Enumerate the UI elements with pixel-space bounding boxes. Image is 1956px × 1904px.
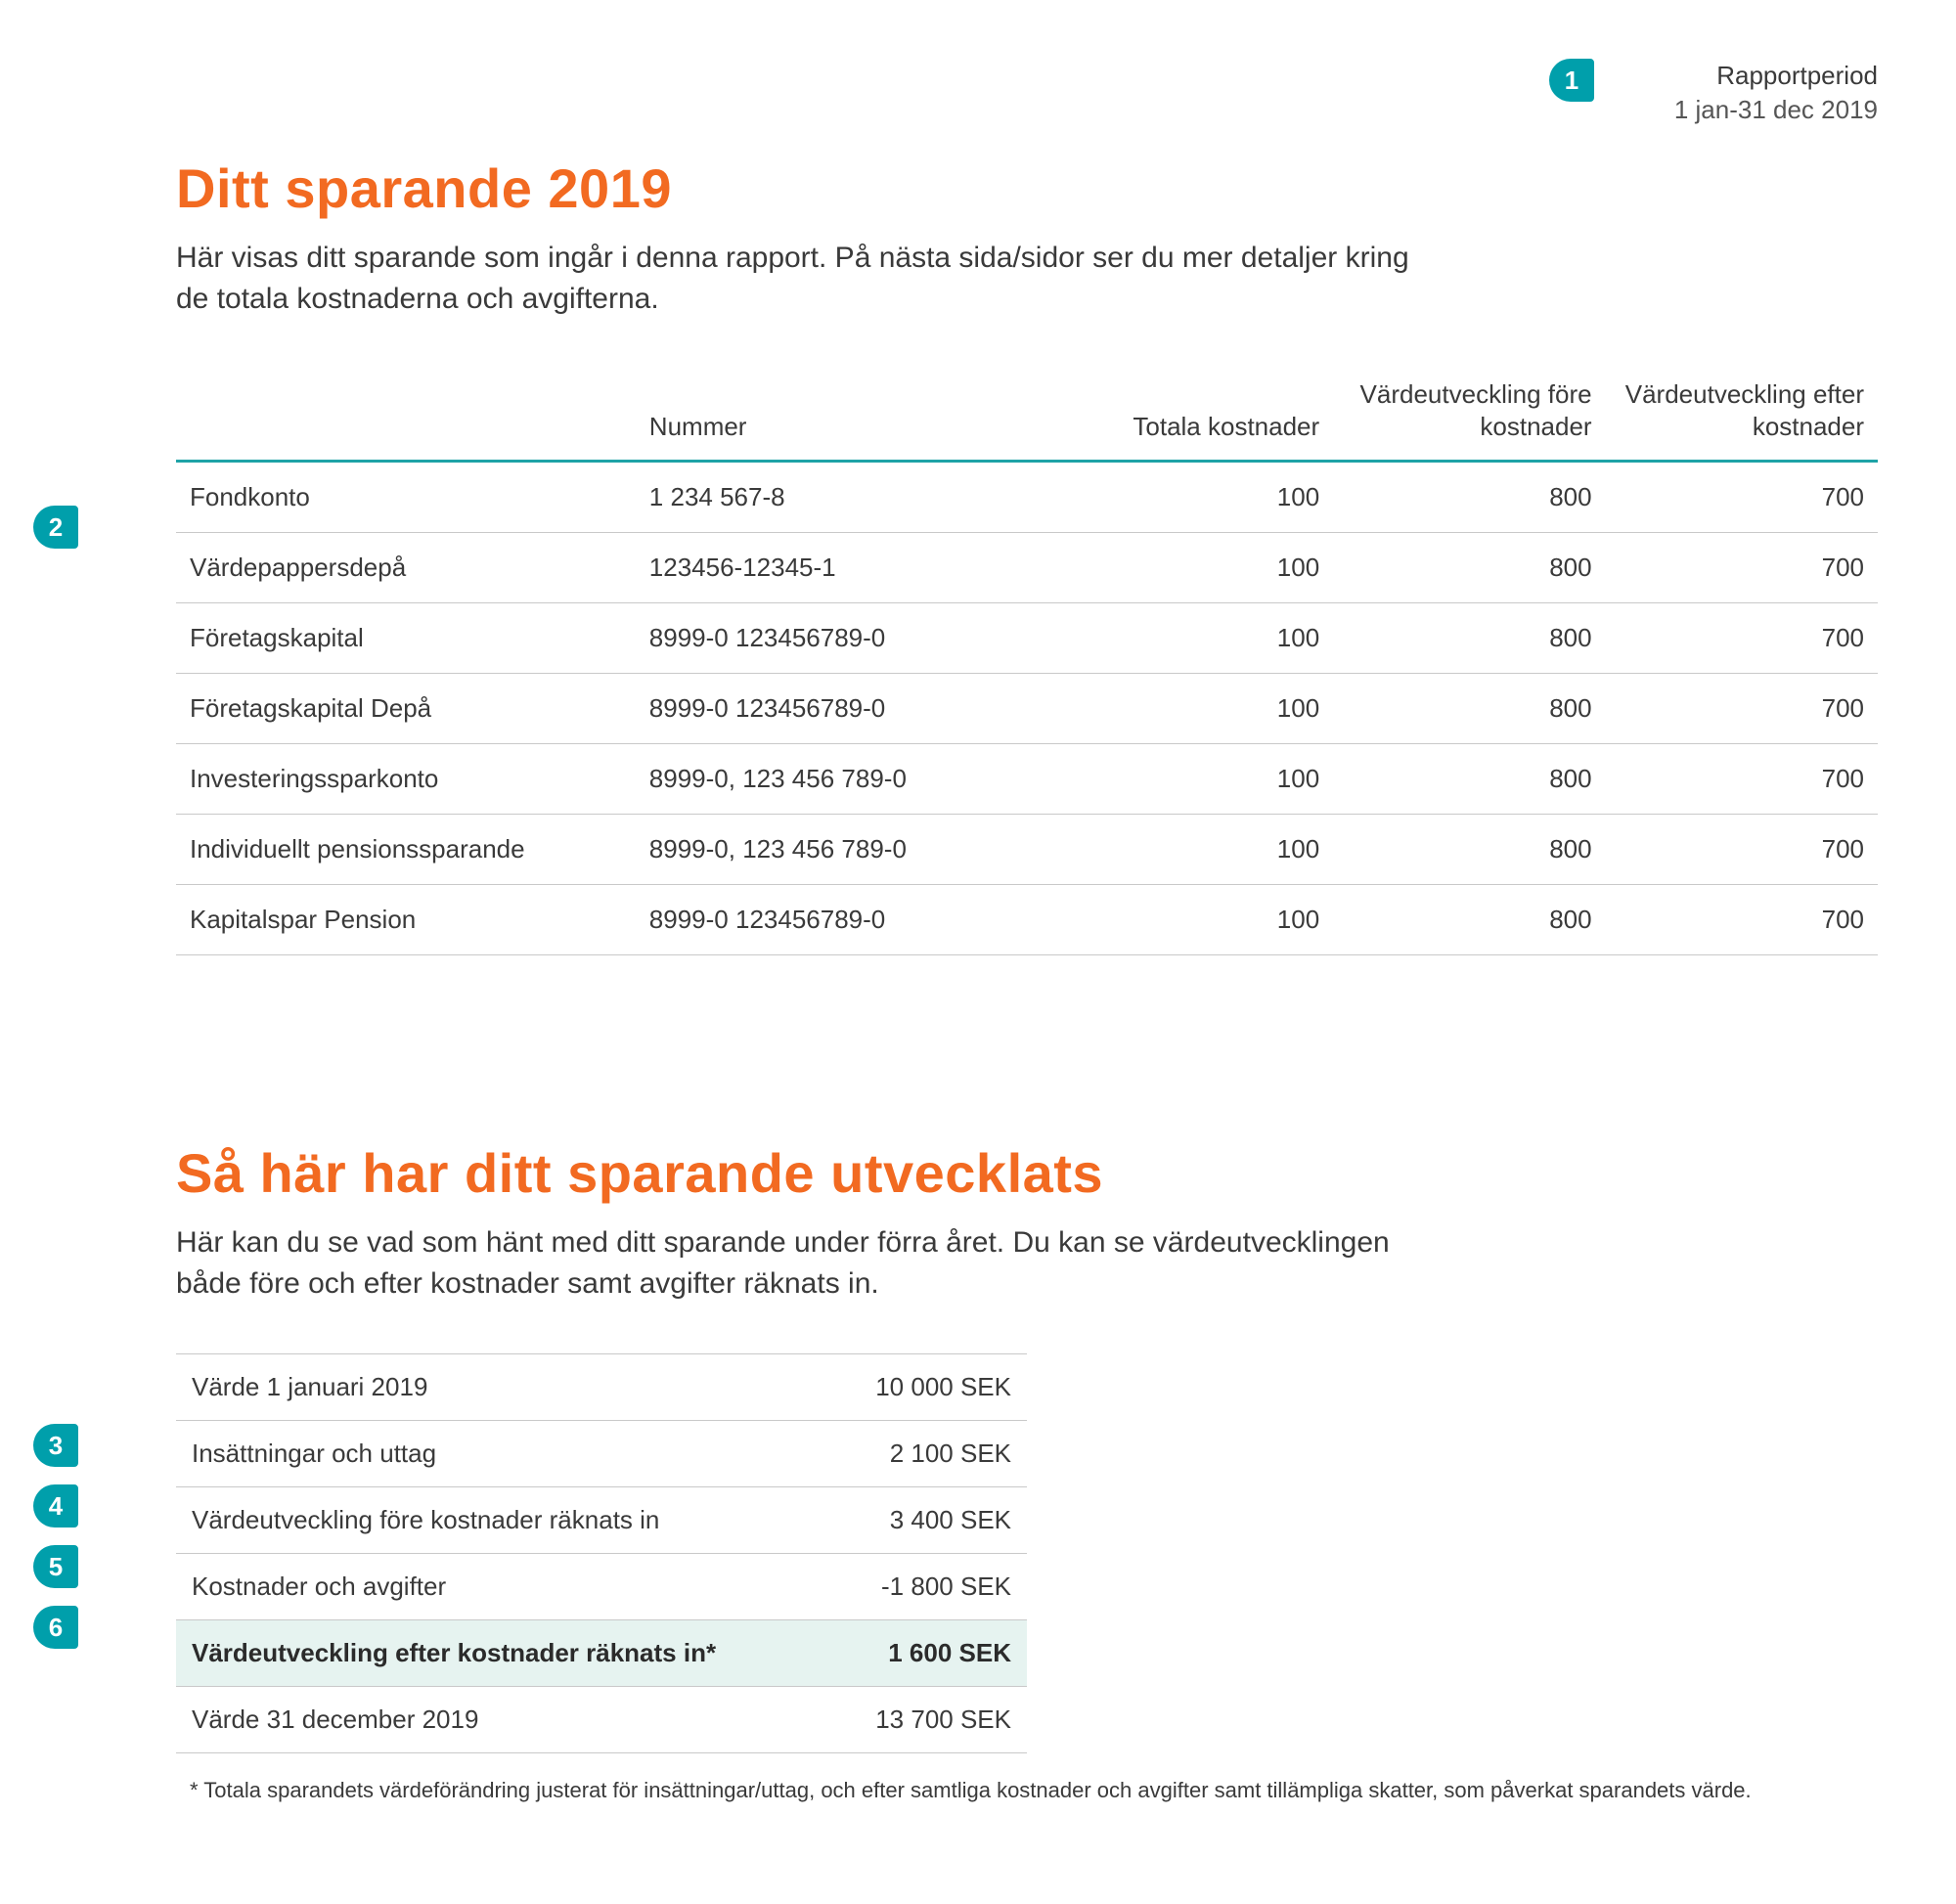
cell-dev-before: 800	[1333, 885, 1605, 955]
dev-value: 2 100 SEK	[830, 1421, 1027, 1487]
table-row: Värde 31 december 2019 13 700 SEK	[176, 1687, 1027, 1753]
cell-name: Fondkonto	[176, 462, 636, 533]
section1-lead: Här visas ditt sparande som ingår i denn…	[176, 238, 1447, 320]
table-row: Värde 1 januari 2019 10 000 SEK	[176, 1354, 1027, 1421]
dev-label: Värdeutveckling efter kostnader räknats …	[176, 1620, 830, 1687]
dev-label: Värde 1 januari 2019	[176, 1354, 830, 1421]
cell-dev-after: 700	[1606, 885, 1878, 955]
dev-table-wrap: 3 4 5 6 Värde 1 januari 2019 10 000 SEK …	[176, 1353, 1878, 1753]
col-header-dev-after: Värdeutveckling efter kostnader	[1606, 369, 1878, 462]
cell-name: Individuellt pensionssparande	[176, 815, 636, 885]
cell-dev-before: 800	[1333, 744, 1605, 815]
dev-label: Värdeutveckling före kostnader räknats i…	[176, 1487, 830, 1554]
section2-lead: Här kan du se vad som hänt med ditt spar…	[176, 1222, 1447, 1305]
table-row: Investeringssparkonto 8999-0, 123 456 78…	[176, 744, 1878, 815]
table-row: Kostnader och avgifter -1 800 SEK	[176, 1554, 1027, 1620]
savings-table-header-row: Nummer Totala kostnader Värdeutveckling …	[176, 369, 1878, 462]
callout-badge-4: 4	[33, 1484, 78, 1528]
cell-total-costs: 100	[1061, 462, 1333, 533]
dev-label: Värde 31 december 2019	[176, 1687, 830, 1753]
cell-dev-before: 800	[1333, 462, 1605, 533]
cell-dev-after: 700	[1606, 815, 1878, 885]
col-header-number: Nummer	[636, 369, 1061, 462]
report-period-label: Rapportperiod	[1674, 59, 1878, 93]
cell-name: Kapitalspar Pension	[176, 885, 636, 955]
dev-label: Insättningar och uttag	[176, 1421, 830, 1487]
dev-value: 3 400 SEK	[830, 1487, 1027, 1554]
cell-total-costs: 100	[1061, 603, 1333, 674]
table-row: Insättningar och uttag 2 100 SEK	[176, 1421, 1027, 1487]
dev-value: -1 800 SEK	[830, 1554, 1027, 1620]
cell-number: 8999-0 123456789-0	[636, 603, 1061, 674]
table-row-highlight: Värdeutveckling efter kostnader räknats …	[176, 1620, 1027, 1687]
report-period-range: 1 jan-31 dec 2019	[1674, 93, 1878, 127]
cell-number: 123456-12345-1	[636, 533, 1061, 603]
dev-value: 1 600 SEK	[830, 1620, 1027, 1687]
table-row: Företagskapital 8999-0 123456789-0 100 8…	[176, 603, 1878, 674]
cell-number: 1 234 567-8	[636, 462, 1061, 533]
report-period: Rapportperiod 1 jan-31 dec 2019	[1674, 59, 1878, 127]
cell-name: Företagskapital Depå	[176, 674, 636, 744]
cell-dev-after: 700	[1606, 603, 1878, 674]
savings-table: Nummer Totala kostnader Värdeutveckling …	[176, 369, 1878, 955]
cell-number: 8999-0 123456789-0	[636, 674, 1061, 744]
col-header-dev-before: Värdeutveckling före kostnader	[1333, 369, 1605, 462]
cell-dev-after: 700	[1606, 462, 1878, 533]
callout-badge-3: 3	[33, 1424, 78, 1467]
cell-total-costs: 100	[1061, 744, 1333, 815]
dev-value: 10 000 SEK	[830, 1354, 1027, 1421]
table-row: Kapitalspar Pension 8999-0 123456789-0 1…	[176, 885, 1878, 955]
table-row: Individuellt pensionssparande 8999-0, 12…	[176, 815, 1878, 885]
cell-dev-before: 800	[1333, 674, 1605, 744]
cell-total-costs: 100	[1061, 815, 1333, 885]
cell-number: 8999-0, 123 456 789-0	[636, 815, 1061, 885]
cell-dev-before: 800	[1333, 603, 1605, 674]
table-row: Värdeutveckling före kostnader räknats i…	[176, 1487, 1027, 1554]
savings-table-wrap: 2 Nummer Totala kostnader Värdeutvecklin…	[176, 369, 1878, 955]
col-header-total-costs: Totala kostnader	[1061, 369, 1333, 462]
cell-name: Företagskapital	[176, 603, 636, 674]
cell-name: Investeringssparkonto	[176, 744, 636, 815]
cell-dev-after: 700	[1606, 744, 1878, 815]
development-table: Värde 1 januari 2019 10 000 SEK Insättni…	[176, 1353, 1027, 1753]
table-row: Värdepappersdepå 123456-12345-1 100 800 …	[176, 533, 1878, 603]
cell-dev-before: 800	[1333, 815, 1605, 885]
cell-dev-after: 700	[1606, 533, 1878, 603]
cell-total-costs: 100	[1061, 885, 1333, 955]
dev-label: Kostnader och avgifter	[176, 1554, 830, 1620]
callout-badge-5: 5	[33, 1545, 78, 1588]
cell-number: 8999-0, 123 456 789-0	[636, 744, 1061, 815]
table-row: Fondkonto 1 234 567-8 100 800 700	[176, 462, 1878, 533]
cell-total-costs: 100	[1061, 674, 1333, 744]
cell-dev-after: 700	[1606, 674, 1878, 744]
section2-title: Så här har ditt sparande utvecklats	[176, 1141, 1878, 1205]
report-period-block: 1 Rapportperiod 1 jan-31 dec 2019	[78, 59, 1878, 156]
callout-badge-1: 1	[1549, 59, 1594, 102]
col-header-name	[176, 369, 636, 462]
callout-badge-2: 2	[33, 506, 78, 549]
cell-total-costs: 100	[1061, 533, 1333, 603]
section1-title: Ditt sparande 2019	[176, 156, 1878, 220]
cell-name: Värdepappersdepå	[176, 533, 636, 603]
section2-footnote: * Totala sparandets värdeförändring just…	[176, 1775, 1839, 1806]
table-row: Företagskapital Depå 8999-0 123456789-0 …	[176, 674, 1878, 744]
cell-number: 8999-0 123456789-0	[636, 885, 1061, 955]
callout-badge-6: 6	[33, 1606, 78, 1649]
cell-dev-before: 800	[1333, 533, 1605, 603]
dev-value: 13 700 SEK	[830, 1687, 1027, 1753]
